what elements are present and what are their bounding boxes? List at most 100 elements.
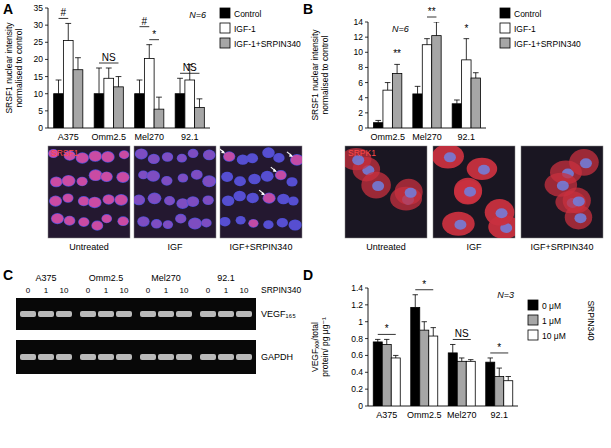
nucleus xyxy=(444,152,456,162)
bar xyxy=(104,78,114,128)
x-tick-label: Mel270 xyxy=(134,132,164,142)
label-line: protein/ pg μg⁻¹ xyxy=(320,317,330,377)
nucleus xyxy=(164,196,175,205)
stain xyxy=(119,151,128,159)
stain xyxy=(64,216,74,225)
band xyxy=(116,311,132,317)
stain xyxy=(187,197,198,206)
legend-label: IGF-1 xyxy=(514,24,536,34)
nucleus xyxy=(77,177,88,186)
error-cap xyxy=(506,376,511,377)
bar xyxy=(411,307,420,406)
error-line xyxy=(58,80,59,94)
significance-label: ** xyxy=(428,6,436,17)
nucleus xyxy=(202,175,216,187)
column-label: 92.1 xyxy=(217,273,235,283)
stain xyxy=(261,171,273,181)
error-cap xyxy=(393,355,398,356)
bar xyxy=(429,336,438,406)
lane-label: 0 xyxy=(86,286,91,295)
error-cap xyxy=(422,321,427,322)
lane-label: 0 xyxy=(206,286,211,295)
stain xyxy=(178,174,188,182)
x-tick-label: 92.1 xyxy=(181,132,199,142)
legend: ControlIGF-1IGF-1+SRPIN340 xyxy=(220,8,301,49)
image-caption: IGF xyxy=(467,242,483,252)
bar xyxy=(462,60,471,128)
error-line xyxy=(99,68,100,94)
error-cap xyxy=(459,357,464,358)
cytoplasm xyxy=(569,149,599,176)
label-line: SRSF1 nuclear intensity xyxy=(4,22,14,114)
nucleus xyxy=(50,177,63,188)
legend-label: 0 μM xyxy=(542,301,561,311)
stain xyxy=(148,154,159,163)
plot-area xyxy=(374,22,481,128)
legend-swatch xyxy=(500,23,510,33)
micrograph: IGF+SRPIN340 xyxy=(521,146,603,252)
nucleus xyxy=(262,147,275,158)
band xyxy=(80,311,96,317)
error-line xyxy=(461,358,462,361)
nucleus xyxy=(372,181,384,191)
cytoplasm xyxy=(454,178,482,204)
nucleus xyxy=(234,176,246,186)
nucleus xyxy=(277,194,289,205)
y-axis xyxy=(368,288,369,406)
nucleus xyxy=(178,173,189,182)
bar xyxy=(73,70,83,128)
nucleus xyxy=(89,150,102,161)
image-caption: IGF xyxy=(168,242,184,252)
cytoplasm xyxy=(485,199,515,226)
nucleus xyxy=(478,165,490,175)
error-cap xyxy=(375,339,380,340)
error-cap xyxy=(156,97,162,98)
bar xyxy=(114,87,124,128)
error-bar xyxy=(450,344,455,352)
arrow xyxy=(287,152,292,156)
y-axis xyxy=(48,8,49,128)
stain xyxy=(234,191,245,200)
nucleus xyxy=(203,150,216,161)
band xyxy=(158,311,174,317)
error-cap xyxy=(415,86,421,87)
band xyxy=(20,354,36,360)
bar xyxy=(373,342,382,406)
error-bar xyxy=(413,295,418,308)
error-line xyxy=(499,368,500,376)
nucleus xyxy=(221,172,233,182)
legend-title: SRPIN340 xyxy=(586,300,596,340)
band xyxy=(158,354,174,360)
y-tick-label: 14 xyxy=(354,17,364,27)
error-line xyxy=(456,100,457,104)
nucleus xyxy=(62,193,73,202)
error-bar xyxy=(464,39,470,60)
nucleus xyxy=(177,154,187,163)
error-bar xyxy=(415,86,421,94)
band xyxy=(218,311,234,317)
error-bar xyxy=(137,80,143,94)
nucleus xyxy=(247,193,259,204)
note: N=3 xyxy=(497,290,514,300)
error-cap xyxy=(431,327,436,328)
stain xyxy=(50,196,62,206)
note: N=6 xyxy=(189,10,206,20)
legend-label: IGF-1 xyxy=(234,24,256,34)
bar xyxy=(54,94,64,128)
bar xyxy=(383,90,392,128)
lane-label: 1 xyxy=(164,286,169,295)
bar xyxy=(504,381,513,406)
band xyxy=(200,354,216,360)
nucleus xyxy=(203,195,214,205)
bar xyxy=(175,94,185,128)
significance-label: # xyxy=(142,16,148,27)
error-line xyxy=(149,45,150,59)
legend: ControlIGF-1IGF-1+SRPIN340 xyxy=(500,8,581,49)
band xyxy=(20,311,36,317)
image-content xyxy=(545,149,599,229)
legend-label: Control xyxy=(514,9,542,19)
x-tick-label: Mel270 xyxy=(412,132,442,142)
band xyxy=(176,354,192,360)
x-tick-label: Omm2.5 xyxy=(370,132,405,142)
error-bar xyxy=(393,355,398,358)
